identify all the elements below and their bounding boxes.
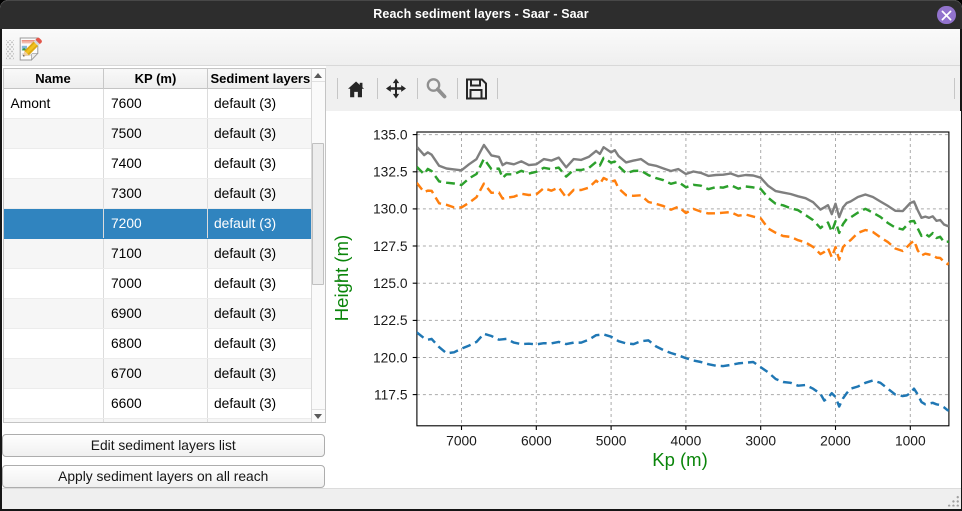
svg-text:Height (m): Height (m) <box>331 235 352 321</box>
svg-text:7000: 7000 <box>446 434 477 449</box>
svg-text:1000: 1000 <box>895 434 926 449</box>
svg-text:117.5: 117.5 <box>374 387 408 402</box>
svg-text:132.5: 132.5 <box>373 165 408 180</box>
svg-text:3000: 3000 <box>745 434 776 449</box>
svg-text:Kp (m): Kp (m) <box>652 449 708 470</box>
svg-text:130.0: 130.0 <box>373 202 408 217</box>
svg-text:122.5: 122.5 <box>373 313 408 328</box>
svg-text:6000: 6000 <box>521 434 552 449</box>
svg-text:125.0: 125.0 <box>373 276 408 291</box>
svg-text:2000: 2000 <box>820 434 851 449</box>
svg-text:120.0: 120.0 <box>373 350 408 365</box>
svg-text:135.0: 135.0 <box>373 127 408 142</box>
svg-text:127.5: 127.5 <box>373 239 408 254</box>
svg-text:4000: 4000 <box>671 434 702 449</box>
svg-text:5000: 5000 <box>596 434 627 449</box>
